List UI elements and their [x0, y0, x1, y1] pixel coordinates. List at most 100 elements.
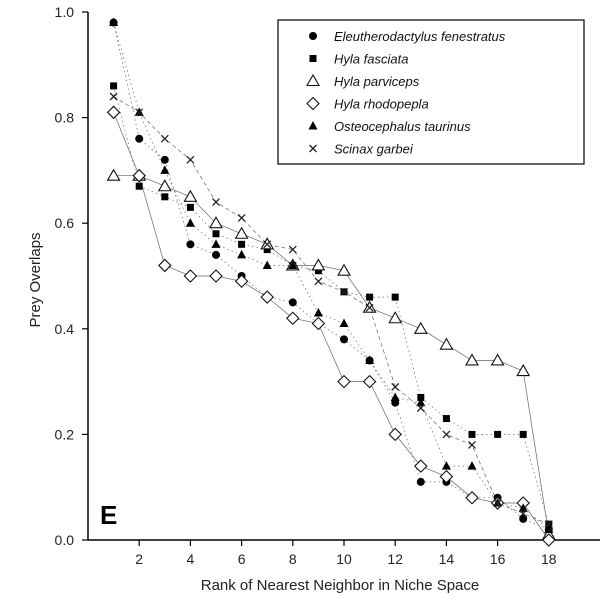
point-hyla-fasciata — [442, 415, 450, 423]
legend-label-hyla-rhodopepla: Hyla rhodopepla — [334, 97, 429, 112]
point-hyla-parviceps — [465, 353, 479, 366]
tick-labels: 2 4 6 8 10 12 14 16 18 0.0 0.2 0.4 0.6 0.8 1.0 — [55, 4, 557, 567]
point-scinax-garbei — [519, 509, 528, 518]
point-scinax-garbei — [212, 198, 220, 207]
point-eleutherodactylus-fenestratus — [340, 335, 348, 344]
point-hyla-fasciata — [417, 393, 425, 401]
point-hyla-fasciata — [238, 240, 246, 248]
data-points — [106, 17, 556, 547]
point-hyla-parviceps — [388, 311, 403, 324]
series-line-scinax-garbei — [113, 96, 549, 525]
point-scinax-garbei — [340, 287, 348, 296]
point-hyla-fasciata — [366, 293, 374, 301]
x-axis-title: Rank of Nearest Neighbor in Niche Space — [201, 577, 479, 594]
point-eleutherodactylus-fenestratus — [212, 250, 220, 259]
x-tick-label: 14 — [439, 551, 455, 567]
cross-stroke — [288, 245, 297, 254]
legend-marker-osteocephalus-taurinus — [308, 121, 318, 130]
cross-stroke — [160, 134, 169, 143]
legend-box — [277, 19, 585, 165]
point-hyla-rhodopepla — [414, 459, 428, 473]
point-osteocephalus-taurinus — [185, 218, 195, 227]
legend-marker-scinax-garbei — [309, 144, 317, 153]
point-hyla-rhodopepla — [286, 311, 300, 326]
point-hyla-rhodopepla — [542, 533, 556, 547]
point-scinax-garbei — [544, 520, 553, 529]
cross-stroke — [519, 509, 528, 518]
legend-label-hyla-parviceps: Hyla parviceps — [334, 74, 420, 89]
point-hyla-fasciata — [391, 293, 399, 301]
x-tick-label: 2 — [135, 551, 143, 567]
point-eleutherodactylus-fenestratus — [186, 240, 195, 249]
point-hyla-fasciata — [314, 267, 322, 275]
point-hyla-rhodopepla — [388, 427, 402, 442]
point-osteocephalus-taurinus — [288, 260, 298, 269]
point-osteocephalus-taurinus — [313, 307, 323, 317]
legend-marker-hyla-parviceps — [306, 73, 320, 87]
cross-stroke — [314, 277, 323, 286]
point-hyla-parviceps — [439, 337, 454, 350]
point-hyla-fasciata — [110, 82, 118, 90]
point-scinax-garbei — [442, 430, 451, 439]
point-osteocephalus-taurinus — [262, 260, 272, 269]
point-eleutherodactylus-fenestratus — [160, 155, 169, 164]
legend-marker-hyla-rhodopepla — [306, 96, 320, 111]
legend: Eleutherodactylus fenestratus Hyla fascia… — [277, 19, 585, 165]
y-tick-label: 0.6 — [55, 215, 75, 231]
series-line-eleutherodactylus-fenestratus — [113, 22, 549, 530]
point-hyla-parviceps — [490, 353, 505, 366]
point-hyla-rhodopepla — [260, 290, 274, 304]
x-tick-label: 8 — [289, 551, 297, 567]
point-hyla-fasciata — [212, 230, 220, 238]
y-tick-label: 0.4 — [55, 321, 75, 337]
point-hyla-parviceps — [106, 168, 121, 181]
cross-stroke — [544, 520, 553, 529]
cross-stroke — [468, 441, 476, 449]
cross-stroke — [442, 430, 451, 439]
legend-label-scinax-garbei: Scinax garbei — [334, 142, 414, 157]
point-hyla-parviceps — [234, 226, 249, 239]
point-osteocephalus-taurinus — [544, 524, 554, 533]
point-osteocephalus-taurinus — [518, 503, 528, 512]
cross-stroke — [309, 144, 317, 153]
point-scinax-garbei — [109, 92, 118, 101]
point-eleutherodactylus-fenestratus — [519, 514, 528, 523]
x-tick-label: 16 — [490, 551, 506, 567]
point-hyla-parviceps — [157, 179, 172, 192]
point-scinax-garbei — [391, 382, 400, 391]
point-scinax-garbei — [416, 404, 425, 412]
point-osteocephalus-taurinus — [339, 318, 349, 328]
cross-stroke — [365, 303, 374, 312]
point-osteocephalus-taurinus — [237, 249, 247, 259]
y-tick-label: 1.0 — [55, 4, 75, 20]
axes — [82, 11, 600, 546]
point-scinax-garbei — [493, 499, 502, 507]
cross-stroke — [212, 198, 220, 207]
point-hyla-rhodopepla — [362, 374, 377, 389]
point-scinax-garbei — [237, 213, 246, 222]
cross-stroke — [416, 404, 425, 412]
point-scinax-garbei — [135, 108, 144, 117]
legend-marker-eleutherodactylus-fenestratus — [309, 32, 317, 40]
cross-stroke — [391, 382, 400, 391]
point-scinax-garbei — [186, 155, 195, 164]
point-hyla-parviceps — [516, 363, 531, 377]
point-hyla-fasciata — [161, 193, 169, 201]
series-line-hyla-parviceps — [113, 175, 550, 535]
point-scinax-garbei — [314, 277, 323, 286]
y-tick-label: 0.8 — [55, 110, 75, 126]
legend-label-hyla-fasciata: Hyla fasciata — [334, 52, 408, 67]
point-hyla-rhodopepla — [106, 105, 121, 120]
x-tick-label: 10 — [336, 551, 352, 567]
legend-marker-hyla-fasciata — [309, 55, 317, 62]
point-hyla-parviceps — [337, 263, 351, 276]
point-eleutherodactylus-fenestratus — [416, 477, 425, 486]
point-scinax-garbei — [263, 240, 272, 249]
cross-stroke — [493, 499, 502, 507]
point-hyla-parviceps — [311, 258, 326, 271]
cross-stroke — [263, 240, 272, 249]
point-hyla-parviceps — [183, 189, 198, 202]
point-hyla-rhodopepla — [465, 490, 479, 505]
point-osteocephalus-taurinus — [441, 461, 451, 470]
y-axis-title: Prey Overlaps — [27, 232, 44, 327]
